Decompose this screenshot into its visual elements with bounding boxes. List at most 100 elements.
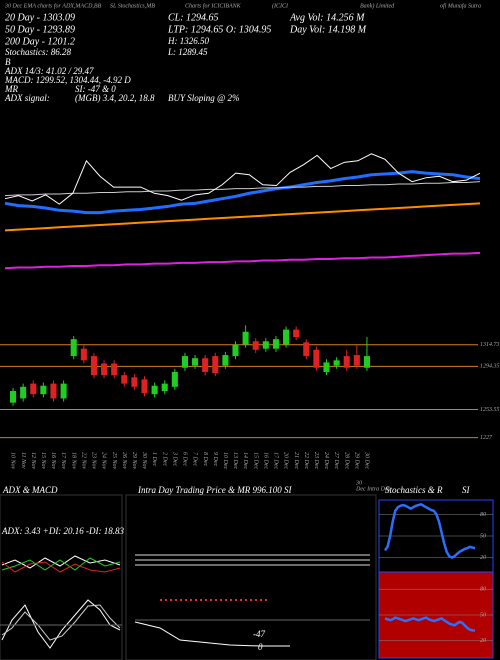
y-tick-label: 50: [480, 612, 486, 618]
candle-body: [293, 329, 300, 338]
label: ADX: 3.43 +DI: 20.16 -DI: 18.83: [1, 526, 125, 536]
label: L: 1289.45: [167, 47, 208, 57]
x-tick-label: 2 Dec: [161, 452, 167, 466]
x-tick-label: 24 Dec: [323, 452, 330, 469]
x-tick-label: 22 Dec: [303, 452, 309, 469]
x-tick-label: 9 Dec: [212, 452, 218, 466]
candle-body: [20, 386, 27, 399]
label: Avg Vol: 14.256 M: [289, 12, 365, 23]
x-tick-label: 21 Dec: [293, 452, 299, 469]
x-tick-label: 24 Nov: [101, 452, 108, 470]
label: Stochastics: 86.28: [5, 47, 71, 57]
candle-body: [313, 349, 320, 368]
x-tick-label: 20 Dec: [283, 452, 289, 469]
candle-body: [40, 385, 47, 395]
label: (ICICI: [272, 2, 289, 9]
x-tick-label: 26 Nov: [121, 452, 127, 470]
candle-body: [202, 358, 209, 372]
label: -47: [253, 629, 265, 639]
candle-body: [101, 363, 108, 376]
label: ADX & MACD: [2, 485, 58, 495]
label: B: [5, 57, 11, 67]
label: Bank) Limited: [360, 2, 395, 9]
x-tick-label: 16 Dec: [262, 452, 268, 469]
ma-line: [4, 170, 481, 215]
y-tick-label: 1314.73: [480, 341, 500, 348]
label: 0: [258, 642, 263, 652]
candle-body: [192, 358, 199, 366]
x-tick-label: 30 Dec: [364, 451, 370, 469]
x-tick-label: 6 Dec: [182, 452, 188, 466]
label: Intra Day Trading Price & MR 996.100 SI: [137, 485, 292, 495]
x-tick-label: 25 Nov: [111, 452, 117, 470]
candle-body: [141, 379, 148, 394]
label: 20 Day - 1303.09: [5, 12, 75, 23]
y-tick-label: 20: [480, 555, 486, 561]
candle-body: [151, 385, 158, 395]
candle-body: [333, 360, 340, 366]
label: Day Vol: 14.198 M: [289, 24, 367, 35]
label: MR: [4, 84, 18, 94]
x-tick-label: 29 Nov: [131, 452, 137, 470]
y-tick-label: 1227: [480, 435, 493, 441]
y-tick-label: 80: [480, 587, 486, 593]
candle-body: [212, 356, 219, 374]
x-tick-label: 27 Dec: [333, 452, 339, 469]
x-tick-label: 29 Dec: [353, 452, 359, 469]
x-tick-label: 7 Dec: [192, 452, 198, 466]
candle-body: [232, 344, 239, 357]
label: 30 Dec EMA charts for ADX,MACD,BB: [4, 2, 102, 9]
label: H: 1326.50: [167, 36, 209, 46]
x-tick-label: 22 Nov: [80, 452, 86, 470]
x-tick-label: 14 Dec: [242, 452, 249, 469]
candle-body: [171, 371, 178, 387]
label: ADX 14/3: 41.02 / 29.47: [4, 66, 94, 76]
label: MACD: 1299.52, 1304.44, -4.92 D: [4, 75, 131, 85]
label: 200 Day - 1201.2: [5, 36, 75, 47]
candle-body: [303, 342, 310, 357]
candle-body: [10, 391, 17, 403]
candle-body: [121, 375, 128, 384]
macd-line: [1, 599, 121, 649]
x-tick-label: 15 Dec: [252, 452, 258, 469]
label: ofi Munafa Sutra: [440, 2, 481, 9]
x-tick-label: 12 Nov: [30, 452, 36, 470]
candle-body: [90, 356, 97, 376]
candle-body: [111, 363, 118, 376]
price-line: [4, 153, 481, 205]
adx-line: [1, 555, 121, 569]
osc-line: [383, 502, 476, 560]
x-tick-label: 11 Nov: [20, 452, 26, 469]
x-tick-label: 17 Dec: [273, 452, 279, 469]
intraday-mr: [134, 621, 290, 647]
candle-body: [60, 383, 67, 399]
macd-signal: [1, 604, 121, 641]
candle-body: [30, 383, 37, 395]
label: Stochastics & R: [385, 485, 443, 495]
y-tick-label: 50: [480, 533, 486, 539]
x-tick-label: 16 Nov: [50, 452, 56, 470]
label: ADX signal:: [4, 93, 50, 103]
label: Charts for ICICIBANK: [185, 2, 242, 9]
x-tick-label: 23 Dec: [313, 452, 319, 469]
candle-body: [363, 356, 370, 368]
candle-body: [272, 339, 279, 349]
x-tick-label: 1 Dec: [151, 452, 157, 466]
osc-line: [384, 616, 475, 632]
candle-body: [222, 355, 229, 366]
y-tick-label: 20: [480, 638, 486, 644]
x-tick-label: 10 Dec: [222, 452, 228, 469]
ma-line: [4, 202, 481, 232]
candle-body: [181, 356, 188, 368]
intraday-frame: [125, 494, 377, 660]
candle-body: [343, 356, 350, 368]
candle-body: [161, 383, 168, 392]
label: 30: [355, 480, 362, 486]
adx-plus: [1, 557, 121, 571]
y-tick-label: 80: [480, 512, 486, 518]
x-tick-label: 15 Nov: [40, 452, 46, 470]
y-tick-label: 1294.35: [480, 363, 500, 370]
y-tick-label: 1253.55: [480, 407, 500, 413]
label: CL: 1294.65: [168, 12, 219, 23]
candle-body: [262, 341, 269, 349]
